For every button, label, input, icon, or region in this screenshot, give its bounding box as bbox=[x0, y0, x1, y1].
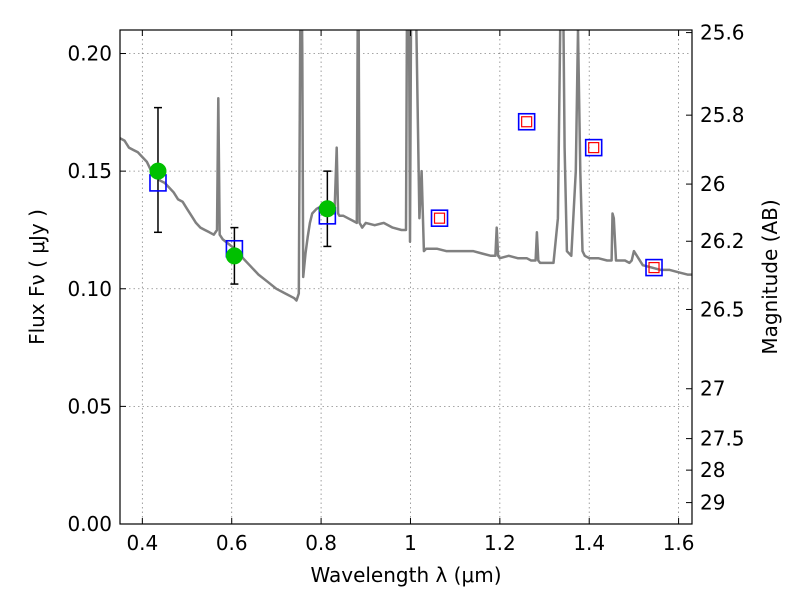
square-outer bbox=[584, 138, 603, 157]
y-tick-label: 0.15 bbox=[67, 159, 112, 183]
square-outer bbox=[517, 112, 536, 131]
right-tick-label: 25.6 bbox=[700, 21, 745, 45]
right-tick-label: 29 bbox=[700, 491, 725, 515]
square-inner bbox=[521, 116, 533, 128]
square-inner bbox=[433, 212, 446, 224]
x-tick-label: 1.6 bbox=[663, 531, 695, 555]
x-tick-label: 0.6 bbox=[216, 531, 248, 555]
axis-ticks: 0.4 0.6 0.8 1 1.2 1.4 1.6 0.00 0.05 0.10 0.15 0.20 2… bbox=[67, 21, 744, 555]
right-tick-label: 25.8 bbox=[700, 103, 745, 127]
right-tick-label: 26.2 bbox=[700, 229, 745, 253]
y-tick-label: 0.20 bbox=[67, 42, 112, 66]
bandpass-square bbox=[645, 258, 663, 277]
right-axis-label: Magnitude (AB) bbox=[758, 199, 782, 354]
right-tick-label: 28 bbox=[700, 458, 725, 482]
y-tick-label: 0.10 bbox=[67, 277, 112, 301]
y-tick-label: 0.00 bbox=[67, 512, 112, 536]
x-tick-label: 1 bbox=[404, 531, 417, 555]
right-tick-label: 27.5 bbox=[700, 427, 745, 451]
square-outer bbox=[645, 258, 663, 277]
square-outer bbox=[430, 209, 449, 227]
spectrum-line bbox=[120, 30, 692, 302]
y-axis-label: Flux Fν ( μJy ) bbox=[25, 209, 49, 345]
right-tick-label: 26 bbox=[700, 172, 725, 196]
measurement-point bbox=[225, 247, 243, 265]
measurement-point bbox=[149, 162, 167, 180]
measurement-point bbox=[318, 200, 336, 218]
model-spectrum bbox=[120, 30, 692, 302]
x-tick-label: 1.4 bbox=[573, 531, 605, 555]
bandpass-square bbox=[584, 138, 603, 157]
square-inner bbox=[648, 261, 660, 274]
right-tick-label: 27 bbox=[700, 377, 725, 401]
x-tick-label: 0.4 bbox=[126, 531, 158, 555]
x-tick-label: 1.2 bbox=[484, 531, 516, 555]
y-tick-label: 0.05 bbox=[67, 394, 112, 418]
right-tick-label: 26.5 bbox=[700, 297, 745, 321]
measurement-points bbox=[149, 162, 336, 265]
square-inner bbox=[588, 142, 600, 154]
x-tick-label: 0.8 bbox=[305, 531, 337, 555]
x-axis-label: Wavelength λ (μm) bbox=[310, 563, 501, 587]
plot-frame bbox=[119, 29, 693, 525]
bandpass-square bbox=[517, 112, 536, 131]
bandpass-square bbox=[430, 209, 449, 227]
